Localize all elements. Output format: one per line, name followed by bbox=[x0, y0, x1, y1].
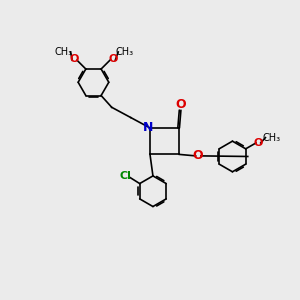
Text: O: O bbox=[192, 149, 203, 162]
Text: N: N bbox=[143, 122, 154, 134]
Text: O: O bbox=[176, 98, 186, 111]
Text: O: O bbox=[69, 54, 79, 64]
Text: Cl: Cl bbox=[119, 171, 131, 181]
Text: CH₃: CH₃ bbox=[263, 133, 281, 142]
Text: CH₃: CH₃ bbox=[55, 47, 73, 57]
Text: O: O bbox=[254, 138, 263, 148]
Text: O: O bbox=[108, 54, 118, 64]
Text: CH₃: CH₃ bbox=[116, 47, 134, 57]
